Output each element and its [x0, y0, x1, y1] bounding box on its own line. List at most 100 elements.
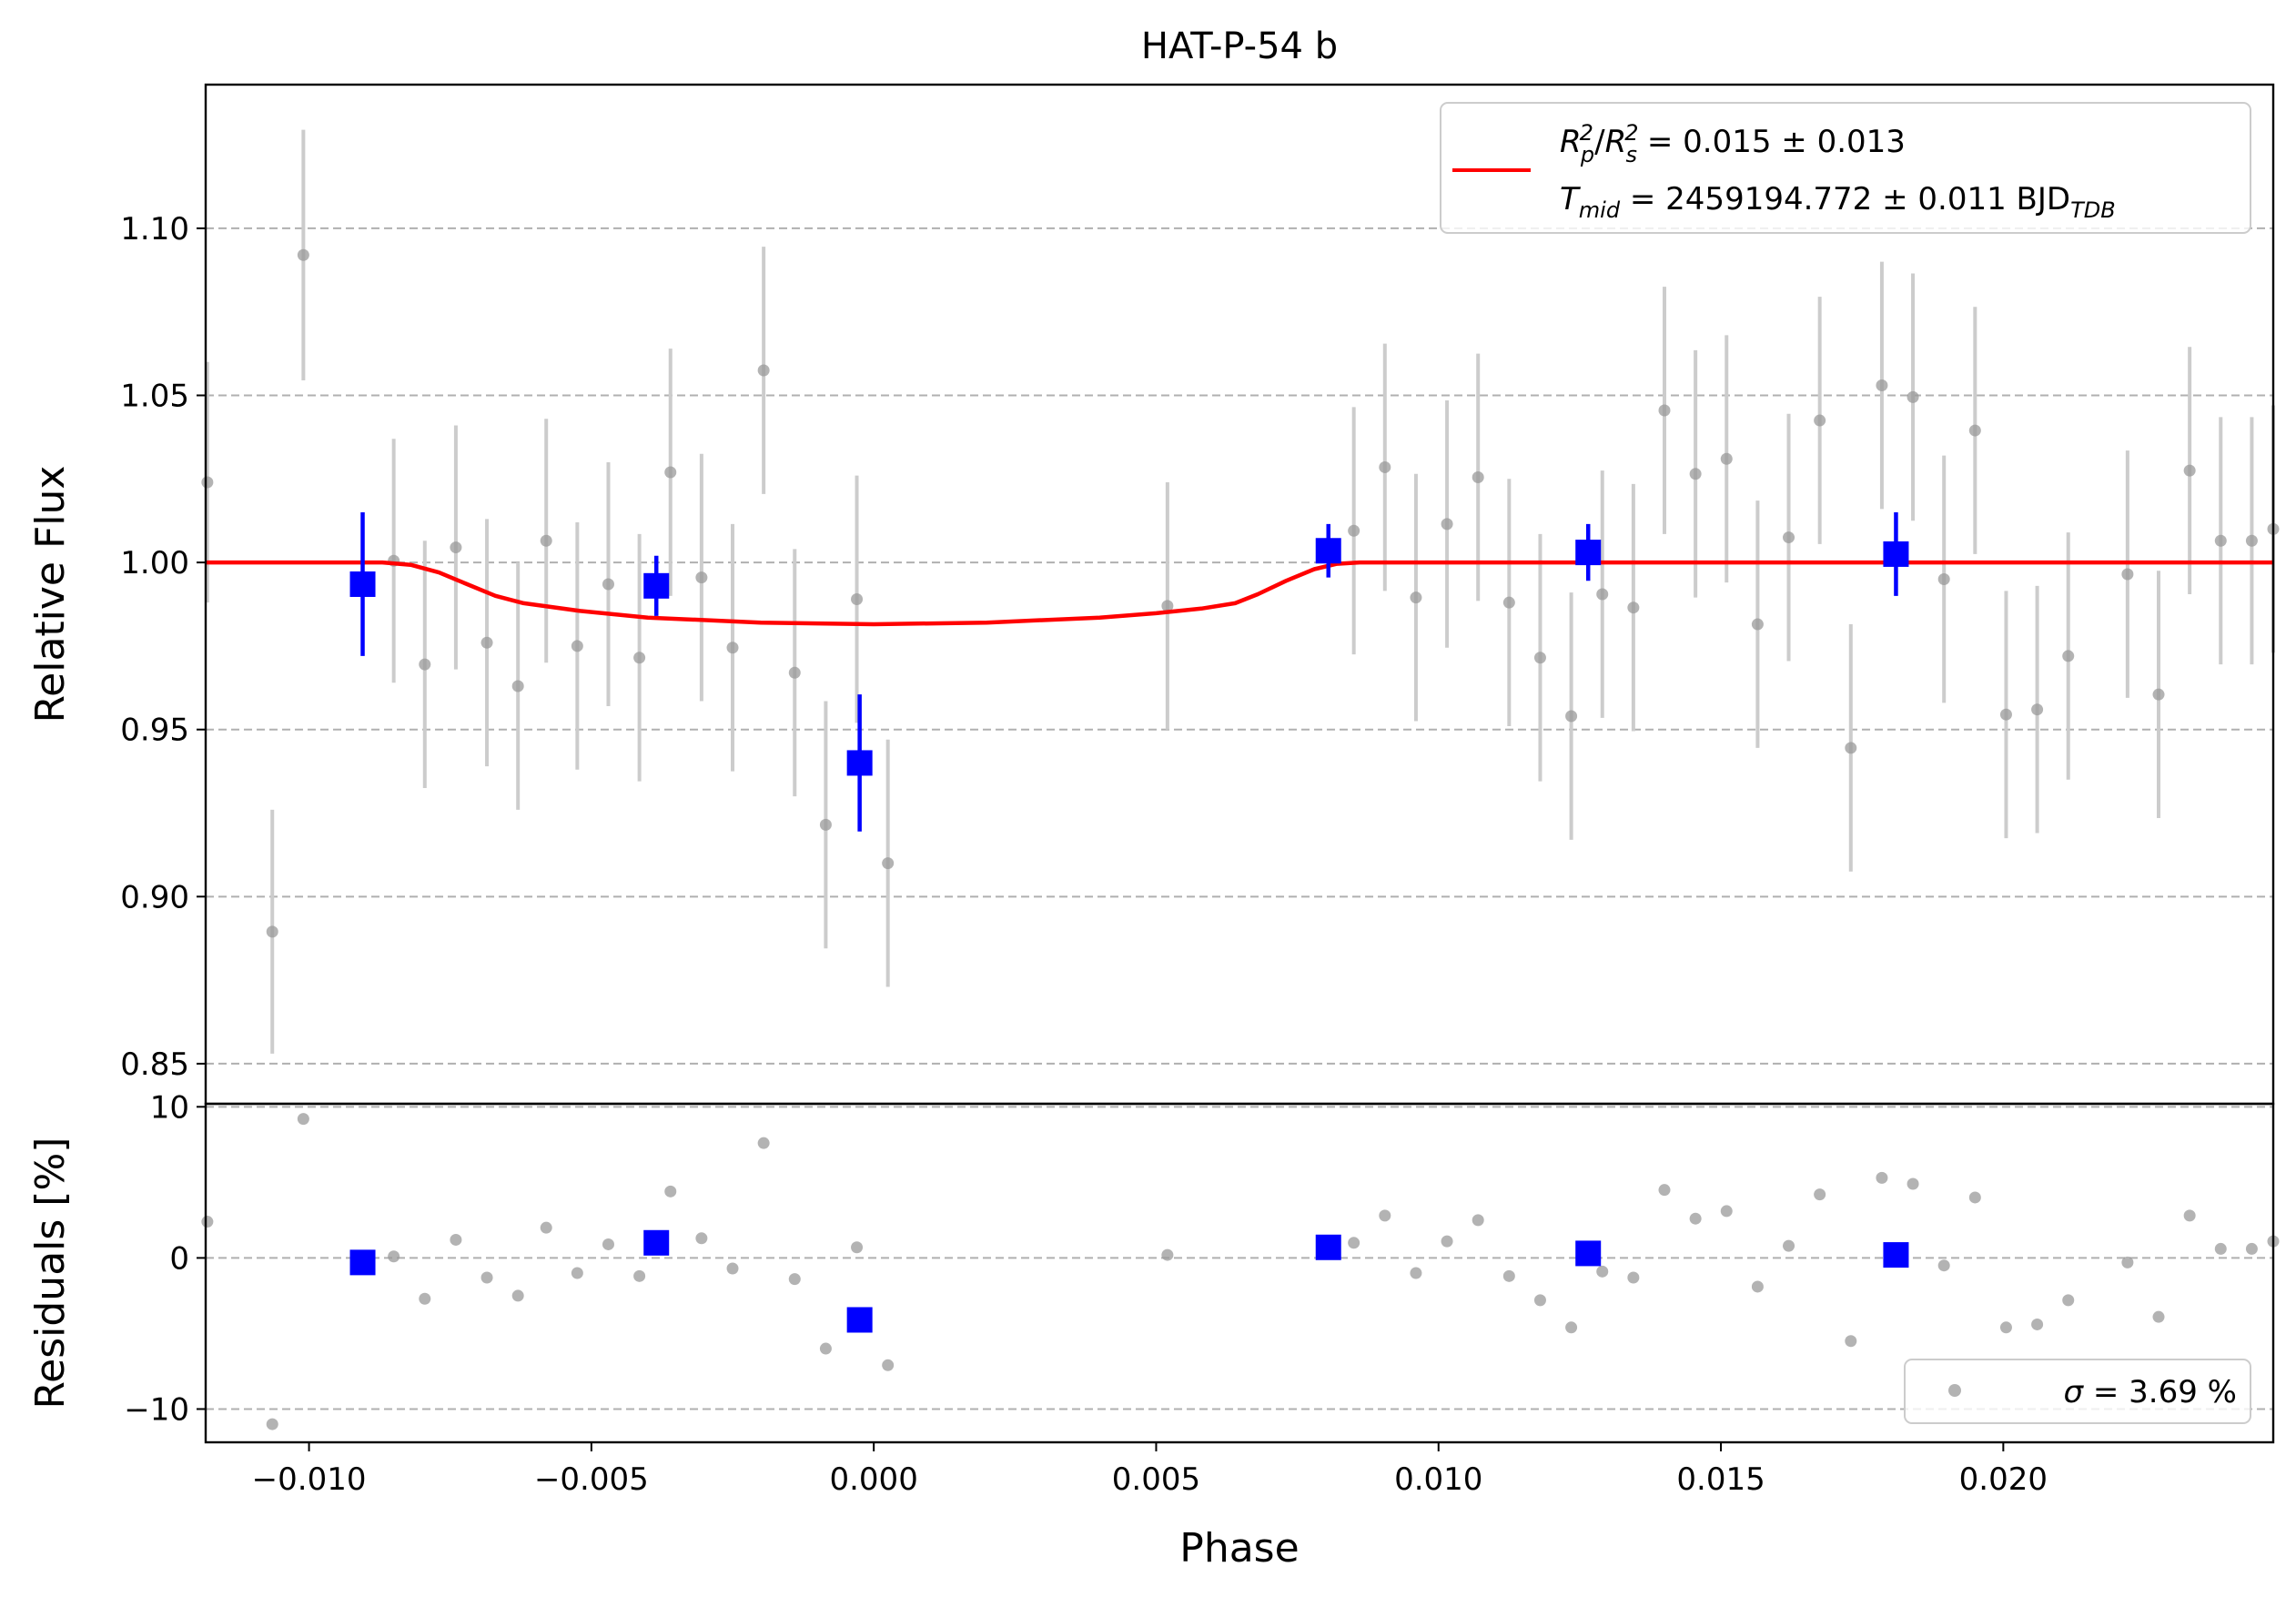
- raw-point: [2152, 688, 2165, 701]
- raw-point: [819, 818, 832, 831]
- raw-point: [1627, 601, 1640, 614]
- residual-raw-point: [633, 1269, 646, 1282]
- residual-raw-point: [882, 1359, 895, 1371]
- raw-point: [1596, 588, 1609, 601]
- x-tick-label: 0.005: [1112, 1461, 1200, 1498]
- residual-legend: σ = 3.69 %: [1904, 1359, 2251, 1424]
- residual-raw-point: [419, 1292, 431, 1305]
- residual-raw-point: [1689, 1212, 1702, 1225]
- residual-raw-point: [1968, 1191, 1981, 1204]
- binned-point: [643, 572, 670, 599]
- top-model-curve: [206, 560, 2273, 627]
- residual-raw-point: [2214, 1242, 2227, 1255]
- top-y-tick-label: 1.10: [120, 211, 189, 248]
- raw-point: [2121, 568, 2134, 581]
- top-binned-points: [349, 538, 1909, 776]
- residual-raw-point: [1845, 1335, 1857, 1348]
- residual-raw-point: [2031, 1318, 2044, 1330]
- raw-point: [1907, 390, 1919, 403]
- top-y-tick-label: 0.95: [120, 713, 189, 749]
- raw-point: [450, 541, 462, 554]
- residual-raw-point: [1410, 1267, 1422, 1279]
- residual-raw-point: [1783, 1239, 1795, 1252]
- residual-raw-point: [1161, 1248, 1174, 1261]
- raw-point: [571, 640, 583, 652]
- residual-y-ticks: −10 0 10: [124, 1089, 206, 1428]
- residual-raw-point: [602, 1238, 614, 1250]
- binned-point: [1575, 540, 1602, 566]
- residual-raw-point: [480, 1271, 493, 1284]
- legend-line2: Tmid = 2459194.772 ± 0.011 BJDTDB: [1560, 181, 2116, 223]
- residual-raw-point: [1533, 1294, 1546, 1307]
- raw-point: [1472, 470, 1484, 483]
- residual-raw-point: [2183, 1209, 2196, 1222]
- binned-point: [1315, 538, 1341, 564]
- raw-point: [2183, 464, 2196, 477]
- residual-raw-point: [819, 1342, 832, 1355]
- legend-line2-subscript: TDB: [2070, 197, 2116, 223]
- model-curve: [206, 560, 2273, 627]
- residual-raw-point: [1596, 1265, 1609, 1278]
- residual-raw-point: [450, 1233, 462, 1246]
- raw-point: [1161, 600, 1174, 612]
- residual-raw-point: [757, 1137, 770, 1149]
- raw-point: [2031, 703, 2044, 716]
- raw-point: [1876, 379, 1888, 391]
- raw-point: [695, 571, 708, 584]
- raw-point: [882, 857, 895, 870]
- residual-binned-point: [643, 1229, 670, 1256]
- residual-raw-point: [1441, 1235, 1453, 1248]
- top-y-axis-label: Relative Flux: [27, 466, 74, 723]
- raw-point: [1565, 710, 1578, 723]
- residual-raw-point: [2121, 1256, 2134, 1268]
- residual-binned-point: [349, 1249, 376, 1276]
- raw-point: [1379, 460, 1391, 473]
- raw-point: [1720, 452, 1733, 465]
- raw-point: [1751, 618, 1764, 631]
- raw-point: [2062, 650, 2075, 662]
- x-tick-label: 0.000: [829, 1461, 917, 1498]
- raw-point: [664, 466, 677, 479]
- x-tick-label: −0.010: [252, 1461, 367, 1498]
- residual-raw-point: [695, 1232, 708, 1245]
- raw-point: [2245, 534, 2258, 547]
- raw-point: [419, 658, 431, 671]
- residual-raw-point: [1565, 1321, 1578, 1334]
- legend-raw-marker: [1948, 1384, 1961, 1397]
- raw-point: [1348, 524, 1360, 537]
- residual-raw-point: [2245, 1242, 2258, 1255]
- residual-raw-point: [1751, 1280, 1764, 1293]
- raw-point: [1845, 742, 1857, 754]
- raw-point: [1502, 596, 1515, 609]
- raw-point: [1814, 414, 1826, 427]
- top-y-tick-label: 0.85: [120, 1046, 189, 1083]
- residual-raw-point: [1876, 1171, 1888, 1184]
- residual-raw-point: [1720, 1205, 1733, 1218]
- chart-title: HAT-P-54 b: [1141, 25, 1338, 67]
- raw-point: [1937, 572, 1950, 585]
- residual-raw-point: [388, 1250, 400, 1263]
- raw-point: [1658, 404, 1671, 417]
- residual-raw-point: [2062, 1294, 2075, 1307]
- legend-line2-value: = 2459194.772 ± 0.011 BJD: [1630, 181, 2070, 217]
- residual-binned-point: [1575, 1240, 1602, 1267]
- raw-point: [1999, 708, 2012, 721]
- top-y-tick-label: 1.05: [120, 379, 189, 415]
- residual-raw-point: [1814, 1188, 1826, 1201]
- top-y-ticks: 0.85 0.90 0.95 1.00 1.05 1.10: [120, 211, 206, 1083]
- legend-sigma: σ = 3.69 %: [2064, 1374, 2238, 1410]
- raw-point: [602, 578, 614, 591]
- residual-raw-point: [1627, 1271, 1640, 1284]
- residual-binned-point: [846, 1307, 873, 1333]
- residual-binned-points: [349, 1229, 1909, 1333]
- residual-raw-point: [511, 1289, 524, 1302]
- legend-line1-value: = 0.015 ± 0.013: [1647, 124, 1906, 160]
- x-tick-label: 0.010: [1394, 1461, 1482, 1498]
- raw-point: [851, 593, 864, 606]
- raw-point: [757, 364, 770, 377]
- top-y-tick-label: 1.00: [120, 545, 189, 581]
- raw-point: [297, 248, 309, 261]
- legend-line1: R2 p/R2 s = 0.015 ± 0.013: [1560, 120, 1906, 167]
